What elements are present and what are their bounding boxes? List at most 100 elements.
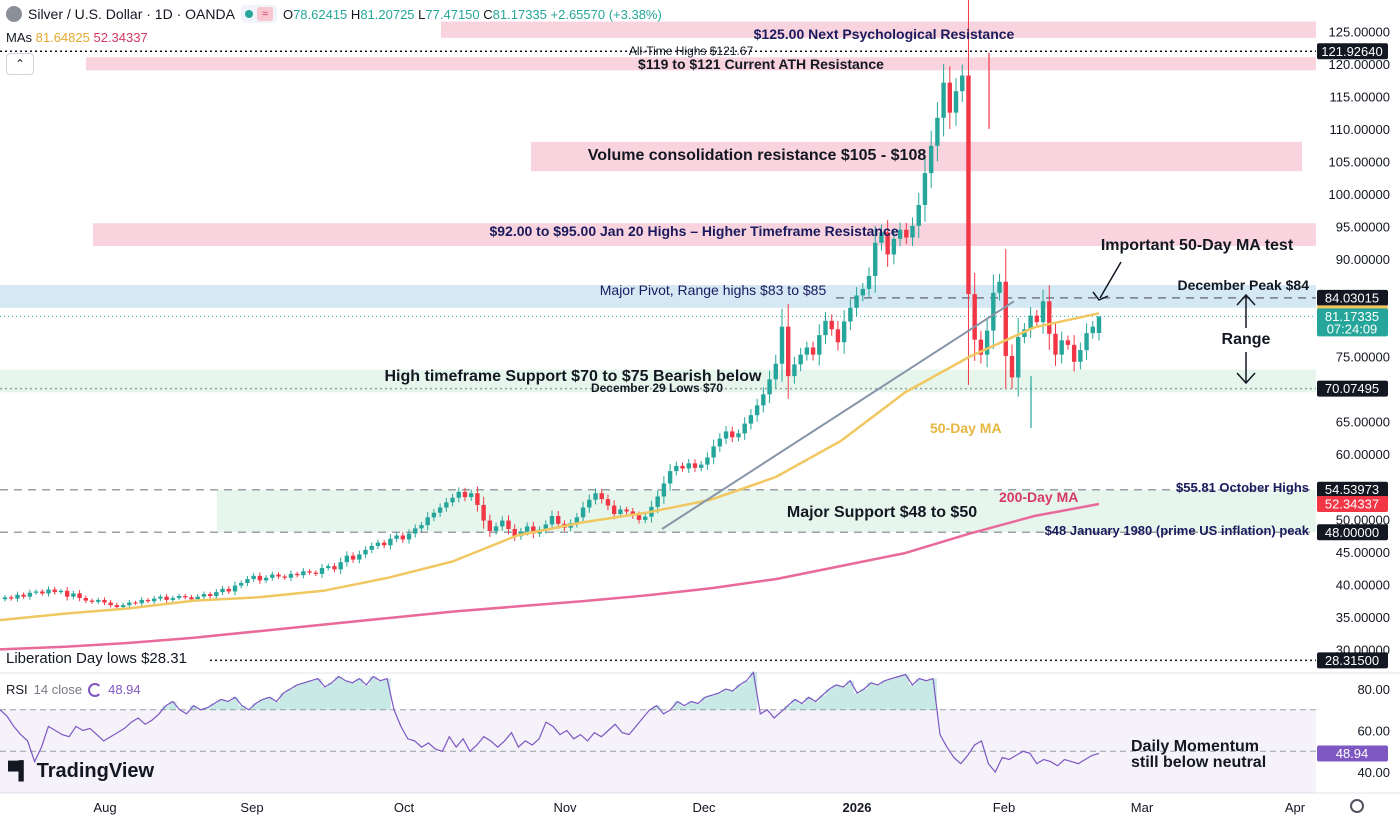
candle-body [841, 321, 847, 343]
rsi-tick: 80.00 [1357, 682, 1390, 697]
candle-body [71, 593, 76, 597]
price-tag-bg [1317, 43, 1388, 60]
candle-body [1034, 315, 1040, 323]
time-tick: Sep [240, 800, 263, 815]
rsi-params: 14 close [33, 682, 83, 697]
candle-body [475, 493, 480, 505]
rsi-label: RSI [6, 682, 28, 697]
candle-body [406, 533, 412, 540]
candle-body [1015, 337, 1021, 378]
zone-4 [0, 285, 1316, 308]
candle-body [276, 574, 281, 577]
open-value: 78.62415 [293, 6, 348, 22]
level-label-dec-peak: December Peak $84 [1177, 277, 1309, 293]
candle-body [904, 229, 909, 238]
candle-body [817, 335, 822, 355]
price-tick: 125.00000 [1329, 24, 1390, 39]
candle-body [916, 205, 921, 226]
candle-body [835, 329, 841, 343]
candle-body [120, 605, 126, 608]
candle-body [705, 457, 710, 465]
ma200-value: 52.34337 [93, 30, 148, 45]
ma50-value: 81.64825 [35, 30, 90, 45]
price-tick: 100.00000 [1329, 187, 1390, 202]
arrowhead [1092, 291, 1109, 301]
candle-body [145, 599, 151, 602]
candle-body [1040, 301, 1046, 323]
zone-label-jan20: $92.00 to $95.00 Jan 20 Highs – Higher T… [489, 223, 898, 239]
candle-body [201, 594, 207, 597]
candle-body [928, 145, 934, 174]
price-tick: 35.00000 [1336, 610, 1390, 625]
candle-body [33, 591, 39, 593]
candle-body [891, 238, 897, 255]
candle-body [754, 405, 760, 416]
price-tick: 60.00000 [1336, 447, 1390, 462]
annotation-range: Range [1222, 331, 1271, 348]
candle-body [1096, 316, 1102, 334]
tradingview-logo-icon: ▀▍ [8, 761, 33, 781]
candle-body [711, 446, 716, 458]
candle-body [1053, 333, 1058, 355]
price-tag-bg [1317, 380, 1388, 397]
candle-body [947, 82, 953, 113]
price-tag: 52.34337 [1325, 497, 1379, 512]
symbol-title[interactable]: Silver / U.S. Dollar · 1D · OANDA [28, 6, 235, 22]
refresh-icon[interactable] [88, 682, 103, 697]
candle-body [462, 491, 468, 498]
price-tag-bg [1317, 308, 1388, 337]
candle-body [767, 379, 772, 395]
candle-body [394, 535, 399, 539]
time-tick: Aug [93, 800, 116, 815]
candle-body [1059, 340, 1064, 355]
candle-body [127, 602, 132, 606]
zone-2 [531, 141, 1302, 172]
rsi-annotation-line1: Daily Momentum [1131, 738, 1259, 755]
candle-body [270, 574, 275, 578]
collapse-legend-button[interactable]: ⌃ [6, 53, 34, 75]
candle-body [922, 173, 928, 206]
candle-body [207, 594, 213, 597]
candle-body [1065, 340, 1071, 345]
gear-icon[interactable] [1350, 799, 1364, 813]
price-tag: 28.31500 [1325, 653, 1379, 668]
logo-text: TradingView [36, 760, 155, 782]
price-axis-bg [1316, 0, 1400, 818]
candle-body [151, 598, 157, 602]
level-label-liberation: Liberation Day lows $28.31 [6, 650, 187, 667]
tradingview-logo[interactable]: ▀▍ TradingView [8, 760, 154, 783]
candle-body [381, 542, 387, 546]
candle-body [748, 415, 754, 424]
candle-body [630, 511, 636, 516]
zone-label-pivot: Major Pivot, Range highs $83 to $85 [600, 282, 827, 298]
price-tag: 70.07495 [1325, 381, 1379, 396]
candle-body [282, 576, 287, 578]
candle-body [232, 585, 238, 592]
candle-body [997, 281, 1002, 293]
market-status-pill[interactable]: ≈ [240, 5, 277, 23]
candle-body [910, 225, 915, 238]
time-tick: Feb [993, 800, 1015, 815]
time-tick: Apr [1285, 800, 1306, 815]
ma50-line [0, 312, 1100, 622]
candle-body [375, 542, 381, 546]
moving-averages-legend[interactable]: MAs 81.64825 52.34337 [6, 30, 148, 45]
rsi-legend[interactable]: RSI 14 close 48.94 [6, 682, 141, 697]
silver-symbol-icon [6, 6, 22, 22]
candle-body [543, 524, 548, 530]
candle-body [313, 572, 318, 574]
price-tag: 81.17335 [1325, 309, 1379, 324]
price-tag-bg [1317, 524, 1388, 541]
annotation-ma-test: Important 50-Day MA test [1101, 237, 1294, 254]
candle-body [77, 593, 82, 598]
candle-body [64, 590, 70, 597]
candle-body [139, 599, 144, 604]
close-value: 81.17335 [492, 6, 547, 22]
candle-body [692, 463, 698, 468]
candle-body [798, 354, 803, 365]
candle-body [643, 516, 648, 520]
candle-body [183, 596, 188, 598]
candle-body [487, 520, 493, 531]
level-label-oct-highs: $55.81 October Highs [1176, 480, 1309, 495]
